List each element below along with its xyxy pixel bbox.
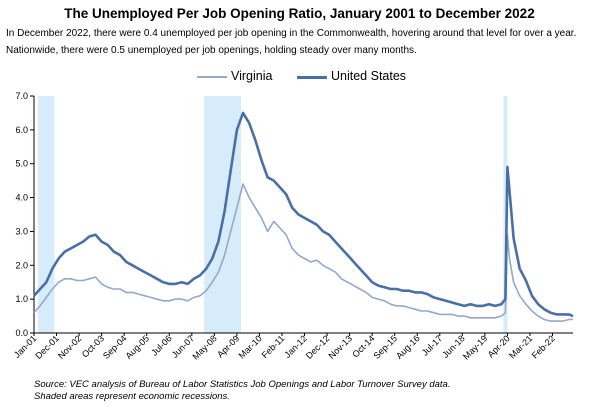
series-line-united-states <box>33 111 574 318</box>
legend-label-united-states: United States <box>331 69 407 83</box>
subtitle-line-2: Nationwide, there were 0.5 unemployed pe… <box>6 45 417 56</box>
x-tick-label: May-19 <box>461 333 489 361</box>
x-tick-label: Sep-04 <box>101 333 129 361</box>
x-tick-label: Dec-12 <box>304 333 332 361</box>
x-tick-label: Mar-21 <box>507 333 534 360</box>
subtitle-line-1: In December 2022, there were 0.4 unemplo… <box>6 28 577 39</box>
x-tick-label: Mar-10 <box>237 333 264 360</box>
chart-legend: Virginia United States <box>0 68 599 86</box>
x-tick-label: Sep-15 <box>372 333 400 361</box>
x-tick-label: Dec-01 <box>33 333 61 361</box>
y-tick-label: 1.0 <box>15 294 28 304</box>
chart-title: The Unemployed Per Job Opening Ratio, Ja… <box>64 6 535 21</box>
chart-source: Source: VEC analysis of Bureau of Labor … <box>34 379 450 403</box>
legend-swatch-virginia <box>197 76 227 78</box>
source-line-1: Source: VEC analysis of Bureau of Labor … <box>34 379 451 390</box>
y-tick-label: 4.0 <box>15 193 28 203</box>
legend-label-virginia: Virginia <box>231 69 273 83</box>
chart-subtitle: In December 2022, there were 0.4 unemplo… <box>6 25 594 59</box>
legend-swatch-united-states <box>297 76 327 79</box>
x-tick-label: Nov-13 <box>326 333 354 361</box>
y-tick-label: 5.0 <box>15 159 28 169</box>
x-tick-label: Feb-11 <box>260 333 287 360</box>
y-tick-label: 2.0 <box>15 260 28 270</box>
y-tick-label: 7.0 <box>15 91 28 101</box>
chart-axes: 0.01.02.03.04.05.06.07.0Jan-01Dec-01Nov-… <box>12 91 573 362</box>
x-tick-label: May-08 <box>190 333 218 361</box>
x-tick-label: Aug-05 <box>124 333 152 361</box>
x-tick-label: Nov-02 <box>56 333 84 361</box>
x-tick-label: Aug-16 <box>394 333 422 361</box>
y-tick-label: 0.0 <box>15 328 28 338</box>
chart-series <box>33 111 574 322</box>
y-tick-label: 6.0 <box>15 125 28 135</box>
series-line-virginia <box>33 183 573 322</box>
y-tick-label: 3.0 <box>15 226 28 236</box>
source-line-2: Shaded areas represent economic recessio… <box>34 391 230 402</box>
recession-band <box>503 96 508 333</box>
x-tick-label: Feb-22 <box>530 333 557 360</box>
